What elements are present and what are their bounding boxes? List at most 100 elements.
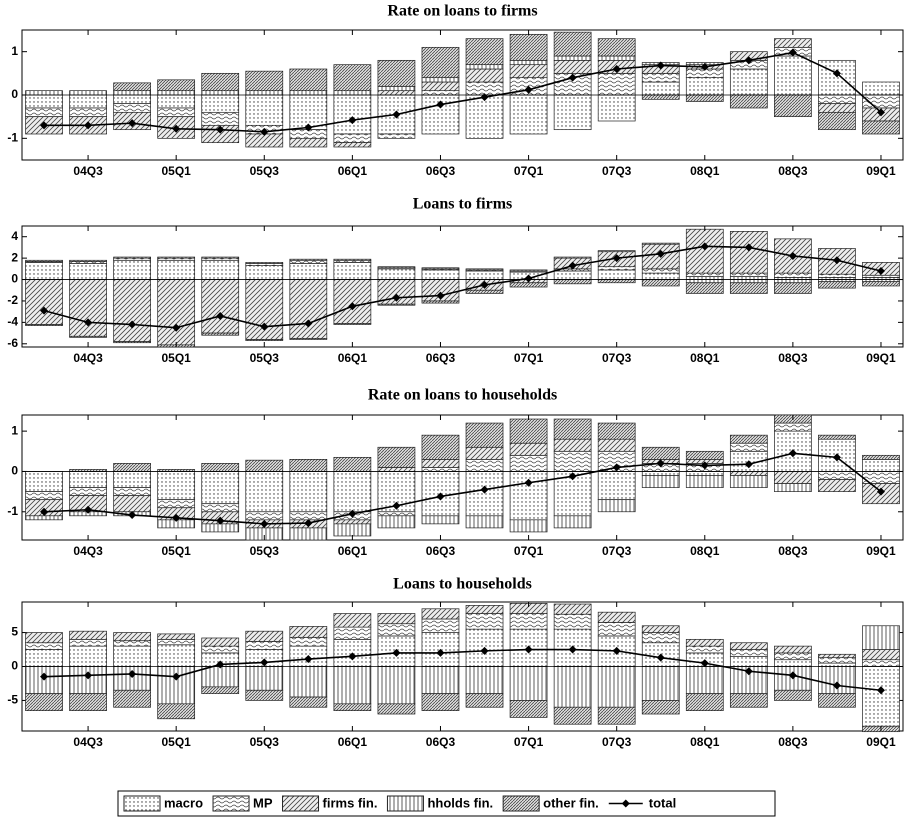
- bar-segment: [685, 693, 724, 711]
- bar-segment: [25, 471, 63, 492]
- x-tick-label: 06Q1: [338, 164, 368, 178]
- bar-segment: [201, 637, 240, 647]
- bar-segment: [729, 275, 768, 280]
- bar-segment: [25, 94, 63, 109]
- bar-segment: [553, 270, 592, 280]
- legend-label: firms fin.: [323, 795, 378, 810]
- bar-segment: [377, 467, 416, 472]
- bar-segment: [729, 434, 768, 444]
- total-marker: [172, 672, 181, 681]
- total-marker: [612, 463, 621, 472]
- bar-segment: [465, 471, 504, 517]
- bar-segment: [377, 268, 416, 280]
- bar-segment: [69, 259, 107, 262]
- bar-segment: [509, 442, 548, 456]
- bar-segment: [377, 133, 416, 139]
- total-marker: [84, 318, 93, 327]
- bar-segment: [597, 611, 636, 623]
- bar-segment: [509, 33, 548, 61]
- bar-segment: [729, 279, 768, 284]
- total-marker: [876, 686, 885, 695]
- bar-segment: [818, 103, 856, 113]
- bar-segment: [25, 262, 63, 280]
- bar-segment: [818, 657, 856, 664]
- bar-segment: [509, 700, 548, 718]
- y-tick-label: 0: [11, 87, 18, 101]
- bar-segment: [333, 456, 372, 472]
- total-marker: [392, 110, 401, 119]
- bar-segment: [818, 59, 856, 96]
- total-marker: [260, 519, 269, 528]
- bar-segment: [377, 59, 416, 87]
- x-tick-label: 04Q3: [73, 544, 103, 558]
- x-tick-label: 05Q1: [161, 735, 191, 749]
- bar-segment: [289, 137, 328, 148]
- bar-segment: [157, 256, 196, 259]
- plot-area: [21, 225, 904, 348]
- bar-segment: [289, 511, 328, 521]
- bar-segment: [729, 68, 768, 96]
- x-tick-label: 09Q1: [866, 735, 896, 749]
- bar-segment: [862, 625, 900, 650]
- bar-segment: [69, 335, 107, 338]
- bar-segment: [729, 94, 768, 109]
- bar-segment: [377, 666, 416, 705]
- bar-segment: [641, 632, 680, 644]
- total-marker: [744, 667, 753, 676]
- bar-segment: [69, 471, 107, 488]
- bar-segment: [421, 467, 460, 472]
- bar-segment: [774, 272, 812, 278]
- bar-segment: [113, 90, 151, 96]
- total-marker: [480, 93, 489, 102]
- bar-segment: [201, 90, 240, 96]
- bar-segment: [553, 613, 592, 630]
- total-marker: [744, 243, 753, 252]
- bar-segment: [553, 666, 592, 708]
- bar-segment: [862, 649, 900, 661]
- bar-segment: [201, 666, 240, 688]
- bar-segment: [553, 438, 592, 452]
- bar-segment: [465, 693, 504, 708]
- bar-segment: [69, 279, 107, 337]
- bar-segment: [774, 652, 812, 661]
- bar-segment: [69, 666, 107, 695]
- bar-segment: [421, 515, 460, 525]
- total-marker: [480, 280, 489, 289]
- total-marker: [568, 73, 577, 82]
- total-marker: [128, 511, 137, 519]
- x-tick-label: 08Q1: [690, 351, 720, 365]
- total-marker: [348, 652, 357, 661]
- x-tick-label: 06Q3: [426, 351, 456, 365]
- bar-segment: [157, 259, 196, 280]
- bar-segment: [157, 644, 196, 667]
- bar-segment: [377, 85, 416, 92]
- x-tick-label: 07Q3: [602, 351, 632, 365]
- bar-segment: [729, 693, 768, 708]
- bar-segment: [421, 618, 460, 633]
- bar-segment: [25, 649, 63, 667]
- total-marker: [436, 291, 445, 300]
- bar-segment: [774, 279, 812, 284]
- bar-segment: [421, 459, 460, 468]
- x-tick-label: 06Q3: [426, 735, 456, 749]
- bar-segment: [333, 90, 372, 96]
- bar-segment: [862, 281, 900, 287]
- total-marker: [348, 302, 357, 311]
- total-marker: [304, 519, 313, 528]
- bar-segment: [25, 107, 63, 118]
- bar-segment: [818, 111, 856, 131]
- total-marker: [744, 460, 753, 469]
- bar-segment: [333, 279, 372, 324]
- total-marker: [40, 507, 49, 516]
- bar-segment: [818, 666, 856, 695]
- bar-segment: [597, 72, 636, 96]
- x-tick-label: 09Q1: [866, 544, 896, 558]
- bar-segment: [245, 641, 284, 650]
- bar-segment: [201, 256, 240, 259]
- bar-segment: [289, 527, 328, 541]
- y-tick-label: -1: [7, 131, 18, 145]
- bar-segment: [641, 666, 680, 701]
- bar-segment: [333, 262, 372, 280]
- bar-segment: [597, 94, 636, 122]
- bar-segment: [641, 625, 680, 633]
